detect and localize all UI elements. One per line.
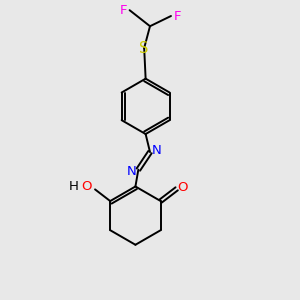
Text: O: O — [177, 181, 188, 194]
Text: S: S — [140, 40, 149, 56]
Text: N: N — [152, 144, 161, 157]
Text: N: N — [127, 164, 137, 178]
Text: F: F — [119, 4, 127, 17]
Text: H: H — [69, 180, 79, 193]
Text: O: O — [81, 180, 92, 193]
Text: F: F — [174, 10, 181, 22]
